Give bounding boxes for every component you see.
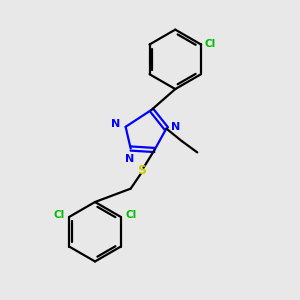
Text: Cl: Cl [205, 40, 216, 50]
Text: Cl: Cl [125, 210, 136, 220]
Text: N: N [171, 122, 180, 132]
Text: N: N [124, 154, 134, 164]
Text: S: S [137, 164, 146, 177]
Text: Cl: Cl [54, 210, 65, 220]
Text: N: N [111, 119, 120, 129]
